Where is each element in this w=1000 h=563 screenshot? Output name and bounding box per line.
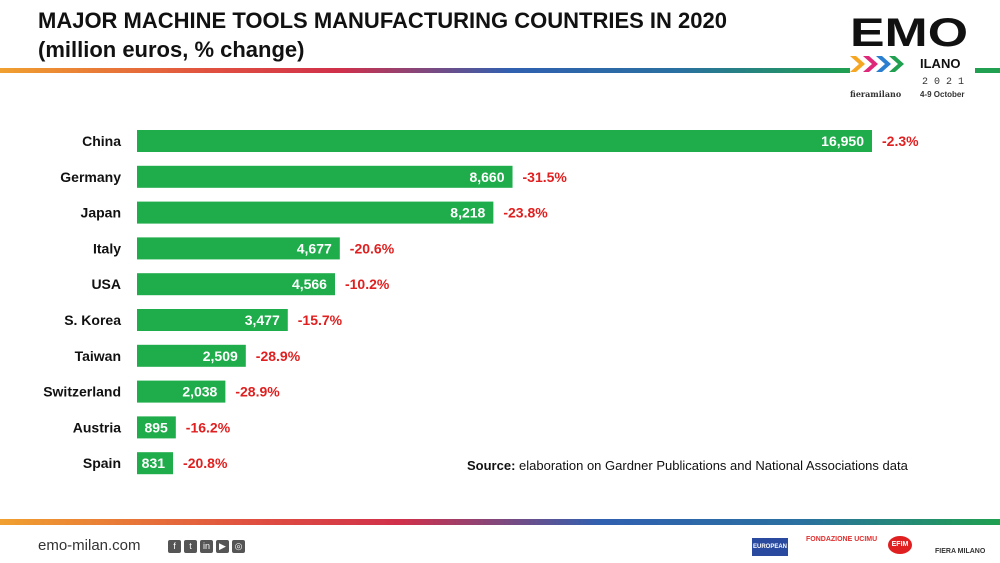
change-label: -28.9% <box>235 384 280 400</box>
bar <box>137 344 246 367</box>
category-label: Japan <box>81 205 121 221</box>
bar <box>137 237 340 260</box>
change-label: -15.7% <box>298 312 343 328</box>
value-label: 16,950 <box>821 133 864 149</box>
bar <box>137 309 288 331</box>
logo-emo: EMO <box>850 11 968 55</box>
change-label: -10.2% <box>345 276 390 292</box>
value-label: 4,566 <box>292 276 327 292</box>
value-label: 8,218 <box>450 205 485 221</box>
change-label: -23.8% <box>503 205 548 221</box>
eu-logo: EUROPEAN <box>752 538 788 556</box>
facebook-icon[interactable]: f <box>168 540 181 553</box>
value-label: 2,509 <box>203 348 238 364</box>
website-link[interactable]: emo-milan.com <box>38 537 141 554</box>
logo-chevrons <box>850 56 904 72</box>
category-label: Germany <box>60 169 121 185</box>
change-label: -2.3% <box>882 133 919 149</box>
fiera-milano-logo: FIERA MILANO <box>935 548 986 555</box>
change-label: -20.8% <box>183 455 228 471</box>
value-label: 4,677 <box>297 240 332 256</box>
source-text: elaboration on Gardner Publications and … <box>515 458 908 473</box>
category-label: USA <box>91 276 121 292</box>
youtube-icon[interactable]: ▶ <box>216 540 229 553</box>
value-label: 895 <box>144 419 168 435</box>
category-label: S. Korea <box>64 312 121 328</box>
top-gradient-divider <box>0 68 850 73</box>
change-label: -16.2% <box>186 419 231 435</box>
value-label: 3,477 <box>245 312 280 328</box>
chart-title: MAJOR MACHINE TOOLS MANUFACTURING COUNTR… <box>38 6 727 64</box>
value-label: 8,660 <box>469 169 504 185</box>
bar <box>137 165 513 188</box>
top-gradient-divider-right <box>975 68 1000 73</box>
bar <box>137 130 872 152</box>
logo-venue: fieramilano <box>850 89 902 99</box>
source-label: Source: <box>467 458 516 473</box>
title-subtitle: (million euros, % change) <box>38 37 305 62</box>
source-note: Source: elaboration on Gardner Publicati… <box>467 458 908 473</box>
social-icons: f t in ▶ ◎ <box>168 540 245 553</box>
bar <box>137 452 174 475</box>
bar <box>137 380 226 403</box>
category-label: Austria <box>73 419 121 435</box>
twitter-icon[interactable]: t <box>184 540 197 553</box>
linkedin-icon[interactable]: in <box>200 540 213 553</box>
title-line1: MAJOR MACHINE TOOLS MANUFACTURING COUNTR… <box>38 8 727 33</box>
bar <box>137 273 335 296</box>
bottom-gradient-divider <box>0 519 1000 525</box>
category-label: Switzerland <box>43 384 121 400</box>
category-label: China <box>82 133 121 149</box>
change-label: -31.5% <box>523 169 568 185</box>
change-label: -20.6% <box>350 240 395 256</box>
value-label: 831 <box>142 455 166 471</box>
value-label: 2,038 <box>182 384 217 400</box>
ucimu-logo: FONDAZIONE UCIMU <box>806 536 878 543</box>
efim-logo: EFIM <box>888 536 912 554</box>
bar <box>137 201 494 224</box>
change-label: -28.9% <box>256 348 301 364</box>
logo-year: 2 0 2 1 <box>922 77 964 88</box>
bar <box>137 416 176 439</box>
logo-ilano: ILANO <box>920 56 960 71</box>
category-label: Taiwan <box>75 348 121 364</box>
emo-milano-logo: EMO ILANO 2 0 2 1 fieramilano 4-9 Octobe… <box>850 11 968 99</box>
logo-dates: 4-9 October <box>920 90 964 99</box>
category-label: Spain <box>83 455 121 471</box>
category-label: Italy <box>93 240 121 256</box>
instagram-icon[interactable]: ◎ <box>232 540 245 553</box>
